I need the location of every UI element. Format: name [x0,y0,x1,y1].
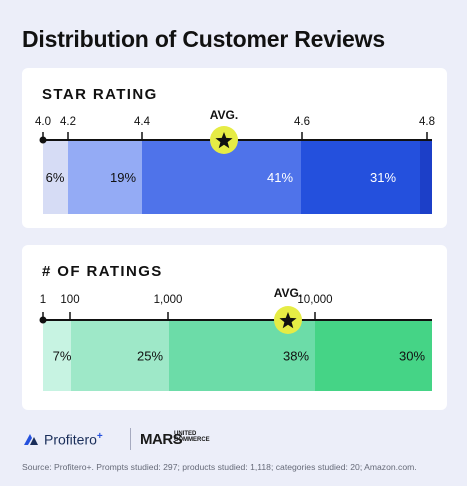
star-bar-segment [43,140,68,214]
count-tick-label: 1 [40,294,46,306]
star-icon [215,132,233,149]
count-bar-segment [43,320,71,391]
count-bar-segment [315,320,432,391]
ratings-count-card: # OF RATINGS 7% 25% 38% 30% 1 100 1,000 10,000 A… [22,245,447,410]
count-avg-label: AVG. [274,286,302,300]
star-rating-title: STAR RATING [42,86,158,103]
star-tick-label: 4.4 [134,116,151,128]
profitero-brand: Profitero+ [44,431,103,448]
mars-sub-united: UNITED [174,431,197,437]
profitero-name: Profitero [44,431,97,448]
count-segment-label: 25% [137,349,163,364]
source-note: Source: Profitero+. Prompts studied: 297… [22,462,417,472]
star-tick-label: 4.2 [60,116,76,128]
ratings-count-title: # OF RATINGS [42,263,163,280]
profitero-logo-icon [24,434,38,445]
mars-brand-sub: UNITED COMMERCE [174,431,210,443]
count-tick-label: 10,000 [297,294,332,306]
page-title: Distribution of Customer Reviews [22,26,385,52]
star-bar-segment [301,140,420,214]
star-bar-segment [68,140,142,214]
brand-separator [130,428,131,450]
star-segment-label: 31% [370,170,396,185]
star-bar-segment [420,140,432,214]
count-tick-label: 1,000 [154,294,183,306]
profitero-plus: + [96,431,103,442]
count-segment-label: 38% [283,349,309,364]
star-tick-label: 4.8 [419,116,435,128]
star-segment-label: 6% [46,170,65,185]
count-tick-label: 100 [60,294,79,306]
count-bar-segment [71,320,169,391]
star-tick-label: 4.0 [35,116,51,128]
count-segment-label: 7% [53,349,72,364]
mars-sub-commerce: COMMERCE [174,437,210,443]
star-icon [279,312,297,329]
star-segment-label: 41% [267,170,293,185]
star-segment-label: 19% [110,170,136,185]
star-rating-chart: 6% 19% 41% 31% 4.0 4.2 4.4 4.6 4.8 AVG. [35,108,435,214]
star-rating-card: STAR RATING 6% 19% 41% 31% 4.0 4.2 4.4 4.6 4.8 AV… [22,68,447,228]
star-tick-label: 4.6 [294,116,310,128]
star-avg-label: AVG. [210,108,238,122]
mars-brand: MARS [140,431,183,448]
count-segment-label: 30% [399,349,425,364]
